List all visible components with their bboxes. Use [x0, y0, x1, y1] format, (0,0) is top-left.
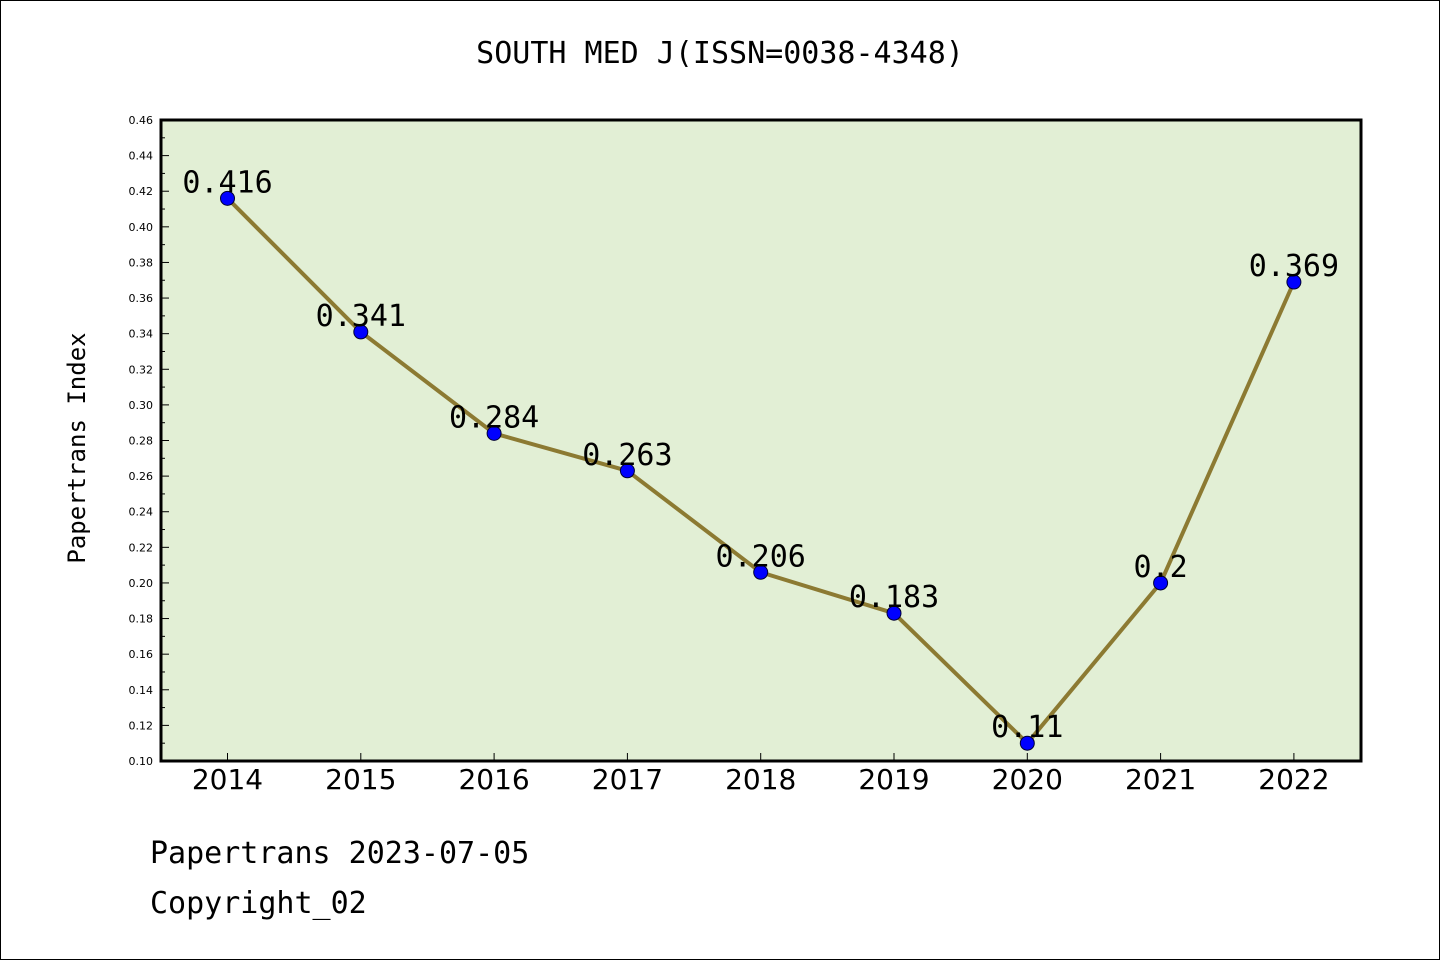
plot-area — [161, 120, 1361, 761]
data-label: 0.206 — [716, 539, 806, 574]
data-point — [486, 425, 502, 441]
data-label: 0.284 — [449, 400, 539, 435]
y-tick-label: 0.20 — [129, 577, 154, 590]
x-tick-label: 2020 — [992, 763, 1063, 796]
x-tick-label: 2021 — [1125, 763, 1196, 796]
y-tick-label: 0.38 — [129, 256, 154, 269]
data-point — [619, 463, 635, 479]
data-point — [886, 605, 902, 621]
y-tick-label: 0.24 — [129, 506, 154, 519]
data-label: 0.11 — [991, 710, 1063, 745]
y-tick-label: 0.46 — [129, 114, 154, 127]
y-tick-label: 0.10 — [129, 755, 154, 768]
data-point — [1019, 735, 1035, 751]
data-label: 0.341 — [316, 299, 406, 334]
x-tick-label: 2015 — [325, 763, 396, 796]
data-label: 0.263 — [582, 438, 672, 473]
y-tick-label: 0.26 — [129, 470, 154, 483]
y-tick-label: 0.12 — [129, 719, 154, 732]
y-tick-label: 0.30 — [129, 399, 154, 412]
data-point — [1153, 575, 1169, 591]
y-tick-label: 0.40 — [129, 221, 154, 234]
y-tick-label: 0.16 — [129, 648, 154, 661]
y-tick-label: 0.28 — [129, 435, 154, 448]
y-tick-label: 0.14 — [129, 684, 154, 697]
x-tick-label: 2022 — [1258, 763, 1329, 796]
data-label: 0.183 — [849, 580, 939, 615]
y-tick-label: 0.22 — [129, 541, 154, 554]
data-point — [220, 190, 235, 206]
data-point — [1286, 274, 1302, 290]
x-tick-label: 2019 — [858, 763, 929, 796]
data-label: 0.2 — [1134, 550, 1188, 585]
footer-copyright: Copyright_02 — [150, 886, 367, 921]
y-tick-label: 0.34 — [129, 328, 154, 341]
x-tick-label: 2014 — [192, 763, 263, 796]
plot-border — [159, 118, 1363, 763]
data-label: 0.416 — [182, 165, 272, 200]
y-tick-label: 0.18 — [129, 613, 154, 626]
chart-title: SOUTH MED J(ISSN=0038-4348) — [476, 36, 964, 71]
x-tick-label: 2017 — [592, 763, 663, 796]
x-tick-label: 2016 — [458, 763, 529, 796]
x-tick-label: 2018 — [725, 763, 796, 796]
data-point — [353, 324, 369, 340]
y-tick-label: 0.42 — [129, 185, 154, 198]
y-tick-label: 0.36 — [129, 292, 154, 305]
y-tick-label: 0.44 — [129, 150, 154, 163]
data-point — [753, 564, 769, 580]
footer-date: Papertrans 2023-07-05 — [150, 836, 530, 871]
y-tick-label: 0.32 — [129, 363, 154, 376]
data-label: 0.369 — [1249, 249, 1339, 284]
